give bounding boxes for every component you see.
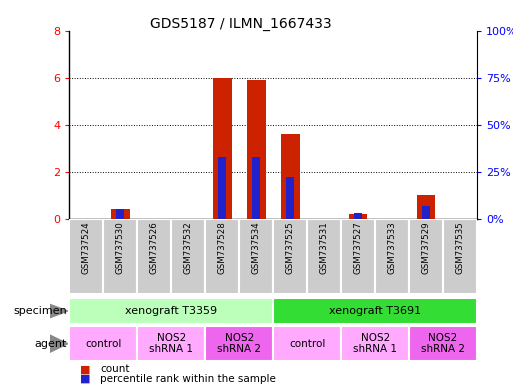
Bar (218, 157, 226, 219)
Bar (307, 219, 341, 294)
Text: xenograft T3691: xenograft T3691 (329, 306, 421, 316)
Bar (417, 195, 436, 219)
Bar (375, 219, 409, 294)
Text: GSM737531: GSM737531 (320, 221, 329, 274)
Bar (103, 219, 137, 294)
Bar (205, 219, 239, 294)
Bar (171, 219, 205, 294)
Bar (409, 326, 477, 361)
Bar (273, 326, 341, 361)
Bar (349, 214, 367, 219)
Bar (273, 219, 307, 294)
Text: specimen: specimen (13, 306, 67, 316)
Bar (354, 213, 362, 219)
Bar (409, 219, 443, 294)
Text: percentile rank within the sample: percentile rank within the sample (100, 374, 276, 384)
Bar (443, 219, 477, 294)
Bar (247, 80, 266, 219)
Bar (69, 219, 103, 294)
Text: GSM737528: GSM737528 (218, 221, 227, 274)
Bar (111, 210, 130, 219)
Text: xenograft T3359: xenograft T3359 (125, 306, 218, 316)
Text: GSM737525: GSM737525 (286, 221, 294, 274)
Text: count: count (100, 364, 130, 374)
Text: NOS2
shRNA 1: NOS2 shRNA 1 (149, 333, 193, 354)
Polygon shape (50, 304, 68, 318)
Bar (137, 219, 171, 294)
Bar (281, 134, 300, 219)
Text: GDS5187 / ILMN_1667433: GDS5187 / ILMN_1667433 (150, 17, 332, 31)
Text: GSM737532: GSM737532 (184, 221, 193, 274)
Bar (341, 326, 409, 361)
Text: GSM737534: GSM737534 (252, 221, 261, 274)
Text: GSM737526: GSM737526 (150, 221, 159, 274)
Text: ■: ■ (80, 374, 90, 384)
Text: GSM737527: GSM737527 (353, 221, 363, 274)
Text: agent: agent (34, 339, 67, 349)
Bar (273, 298, 477, 324)
Bar (422, 206, 430, 219)
Text: NOS2
shRNA 2: NOS2 shRNA 2 (217, 333, 261, 354)
Text: control: control (289, 339, 325, 349)
Bar (286, 177, 294, 219)
Text: GSM737529: GSM737529 (422, 221, 430, 274)
Text: ■: ■ (80, 364, 90, 374)
Text: GSM737533: GSM737533 (388, 221, 397, 274)
Text: GSM737535: GSM737535 (456, 221, 465, 274)
Text: NOS2
shRNA 1: NOS2 shRNA 1 (353, 333, 397, 354)
Bar (213, 78, 231, 219)
Bar (341, 219, 375, 294)
Text: GSM737530: GSM737530 (116, 221, 125, 274)
Bar (137, 326, 205, 361)
Bar (239, 219, 273, 294)
Bar (116, 210, 125, 219)
Text: NOS2
shRNA 2: NOS2 shRNA 2 (421, 333, 465, 354)
Text: control: control (85, 339, 122, 349)
Bar (205, 326, 273, 361)
Text: GSM737524: GSM737524 (82, 221, 91, 274)
Bar (69, 298, 273, 324)
Polygon shape (50, 335, 68, 353)
Bar (69, 326, 137, 361)
Bar (252, 157, 261, 219)
